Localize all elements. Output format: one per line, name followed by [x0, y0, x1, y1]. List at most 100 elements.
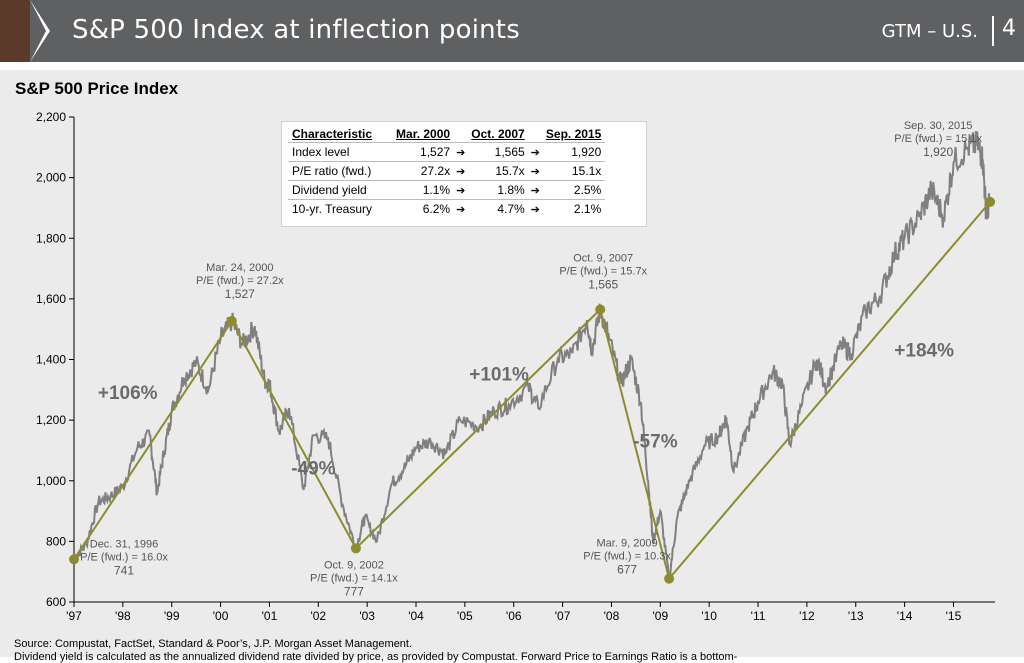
arrow-right-icon: ➔ — [454, 199, 468, 218]
arrow-right-icon: ➔ — [528, 142, 542, 162]
table-header-row: Characteristic Mar. 2000 Oct. 2007 Sep. … — [288, 126, 605, 143]
table-cell: 27.2x — [392, 161, 455, 181]
inflection-pe-label: P/E (fwd.) = 10.3x — [583, 551, 671, 563]
chevron-right-icon — [30, 0, 50, 62]
inflection-marker — [350, 543, 361, 554]
arrow-right-icon: ➔ — [528, 199, 542, 218]
arrow-right-icon: ➔ — [454, 142, 468, 162]
y-tick-label: 1,200 — [36, 413, 66, 427]
inflection-pe-label: P/E (fwd.) = 27.2x — [196, 275, 284, 287]
table-cell: Dividend yield — [288, 180, 393, 200]
x-tick-label: '00 — [213, 609, 229, 623]
x-tick-label: '09 — [652, 609, 668, 623]
x-tick-label: '06 — [506, 609, 522, 623]
table-cell: 1,920 — [541, 142, 606, 162]
y-tick-label: 1,600 — [36, 292, 66, 306]
table-cell: 1.8% — [467, 180, 529, 200]
price-line — [73, 130, 992, 580]
table-cell: P/E ratio (fwd.) — [288, 161, 393, 181]
x-tick-label: '08 — [604, 609, 620, 623]
y-tick-label: 1,800 — [36, 231, 66, 245]
characteristics-table: Characteristic Mar. 2000 Oct. 2007 Sep. … — [281, 121, 647, 227]
y-tick-label: 1,000 — [36, 474, 66, 488]
inflection-date-label: Mar. 9, 2009 — [597, 538, 658, 550]
table-cell: 15.7x — [467, 161, 529, 181]
inflection-level-label: 777 — [344, 584, 364, 598]
page-title: S&P 500 Index at inflection points — [72, 15, 520, 45]
inflection-marker — [985, 196, 996, 207]
footnote: Dividend yield is calculated as the annu… — [14, 651, 738, 663]
table-cell: 1,565 — [467, 142, 529, 162]
inflection-level-label: 1,920 — [923, 145, 953, 159]
x-tick-label: '02 — [310, 609, 326, 623]
x-tick-label: '14 — [897, 609, 913, 623]
x-tick-label: '99 — [164, 609, 180, 623]
trend-line — [355, 308, 601, 550]
section-label: GTM – U.S. — [881, 21, 978, 42]
arrow-right-icon: ➔ — [528, 161, 542, 181]
inflection-pe-label: P/E (fwd.) = 15.1x — [894, 133, 982, 145]
table-cell: Index level — [288, 142, 393, 162]
x-tick-label: '05 — [457, 609, 473, 623]
x-tick-label: '12 — [799, 609, 815, 623]
table-row: Dividend yield 1.1% ➔ 1.8% ➔ 2.5% — [288, 180, 606, 200]
table-header: Mar. 2000 — [396, 127, 451, 141]
x-tick-label: '10 — [701, 609, 717, 623]
table-header: Oct. 2007 — [471, 127, 525, 141]
header-divider — [992, 16, 994, 46]
inflection-marker — [226, 316, 237, 327]
y-tick-label: 2,200 — [36, 110, 66, 124]
x-tick-label: '07 — [555, 609, 571, 623]
x-tick-label: '97 — [66, 609, 82, 623]
x-tick-label: '04 — [408, 609, 424, 623]
x-tick-label: '01 — [262, 609, 278, 623]
y-tick-label: 2,000 — [36, 171, 66, 185]
y-tick-label: 1,400 — [36, 353, 66, 367]
inflection-pe-label: P/E (fwd.) = 16.0x — [80, 551, 168, 563]
arrow-right-icon: ➔ — [528, 180, 542, 200]
inflection-level-label: 1,565 — [588, 277, 618, 291]
x-tick-label: '11 — [751, 609, 766, 623]
table-cell: 6.2% — [392, 199, 455, 218]
inflection-level-label: 1,527 — [225, 287, 255, 301]
percent-change-label: -57% — [633, 431, 677, 452]
trend-line — [599, 309, 671, 579]
inflection-level-label: 677 — [617, 563, 637, 577]
table-row: Index level 1,527 ➔ 1,565 ➔ 1,920 — [288, 142, 606, 162]
table-cell: 10-yr. Treasury — [288, 199, 393, 218]
trend-line — [668, 201, 991, 580]
percent-change-label: +184% — [894, 340, 954, 361]
inflection-level-label: 741 — [114, 563, 134, 577]
inflection-date-label: Sep. 30, 2015 — [904, 120, 973, 132]
arrow-right-icon: ➔ — [454, 161, 468, 181]
inflection-date-label: Mar. 24, 2000 — [206, 262, 273, 274]
inflection-marker — [69, 554, 79, 565]
inflection-pe-label: P/E (fwd.) = 14.1x — [310, 572, 398, 584]
trend-line — [73, 320, 233, 560]
table-header: Characteristic — [292, 127, 373, 141]
inflection-marker — [664, 573, 675, 584]
inflection-date-label: Oct. 9, 2002 — [324, 559, 384, 571]
source-note: Source: Compustat, FactSet, Standard & P… — [14, 638, 413, 650]
x-tick-label: '13 — [848, 609, 864, 623]
arrow-right-icon: ➔ — [454, 180, 468, 200]
page-number: 4 — [1002, 16, 1016, 41]
x-tick-label: '15 — [946, 609, 962, 623]
x-tick-label: '03 — [359, 609, 375, 623]
table-cell: 2.1% — [541, 199, 606, 218]
inflection-pe-label: P/E (fwd.) = 15.7x — [559, 265, 647, 277]
y-tick-label: 800 — [46, 534, 66, 548]
table-cell: 2.5% — [541, 180, 606, 200]
percent-change-label: +101% — [469, 365, 529, 386]
trend-line — [230, 320, 357, 549]
percent-change-label: -49% — [291, 459, 335, 480]
table-cell: 4.7% — [467, 199, 529, 218]
table-cell: 1.1% — [392, 180, 455, 200]
inflection-marker — [595, 304, 606, 315]
header-bar — [0, 0, 1024, 62]
x-tick-label: '98 — [115, 609, 131, 623]
table-header: Sep. 2015 — [545, 127, 602, 141]
table-cell: 15.1x — [541, 161, 606, 181]
table-row: 10-yr. Treasury 6.2% ➔ 4.7% ➔ 2.1% — [288, 199, 606, 218]
inflection-date-label: Oct. 9, 2007 — [573, 252, 633, 264]
